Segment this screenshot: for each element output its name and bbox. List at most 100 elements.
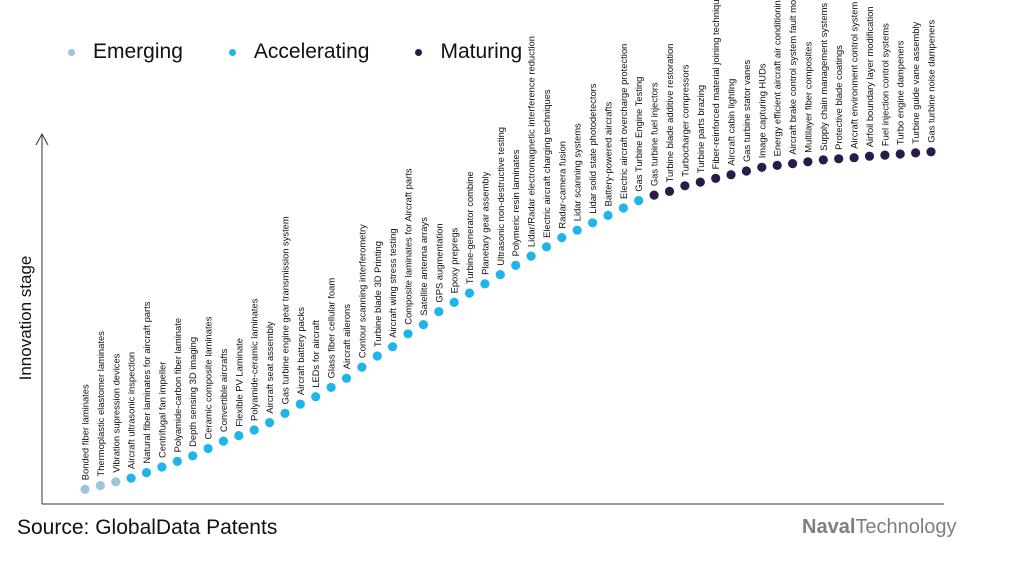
point-label-27: Planetary gear assembly [479, 171, 490, 274]
point-34 [588, 218, 598, 228]
point-label-19: Contour scanning interferometry [356, 224, 367, 358]
point-label-21: Aircraft wing stress testing [387, 228, 398, 337]
point-22 [403, 329, 413, 339]
point-47 [788, 159, 798, 169]
point-label-6: Centrifugal fan impeller [156, 362, 167, 458]
point-44 [741, 166, 752, 176]
point-label-51: Aircraft environment control system [849, 2, 860, 149]
legend-dot-maturing [415, 48, 423, 56]
point-49 [818, 155, 828, 165]
source-note: Source: GlobalData Patents [17, 516, 278, 539]
point-label-36: Electric aircraft overcharge protection [618, 44, 629, 199]
point-11 [234, 431, 244, 441]
point-label-8: Depth sensing 3D imaging [187, 337, 198, 447]
point-7 [172, 456, 182, 466]
point-label-55: Turbine guide vane assembly [910, 21, 921, 143]
point-label-56: Gas turbine noise dampeners [926, 20, 937, 143]
legend-item-accelerating: Accelerating [228, 40, 370, 64]
point-label-18: Aircraft ailerons [341, 304, 352, 369]
point-5 [141, 468, 152, 478]
point-33 [572, 225, 582, 235]
point-38 [649, 190, 659, 200]
point-label-9: Ceramic composite laminates [203, 316, 214, 439]
y-axis-label: Innovation stage [16, 255, 35, 381]
legend-item-emerging: Emerging [68, 40, 183, 64]
point-48 [803, 157, 813, 167]
point-label-17: Glass fiber cellular foam [326, 278, 337, 379]
point-label-11: Flexible PV Laminate [233, 338, 244, 427]
point-label-49: Supply chain management systems [818, 3, 829, 151]
point-15 [295, 399, 305, 409]
point-41 [695, 177, 705, 187]
point-3 [111, 477, 121, 487]
point-31 [541, 242, 552, 252]
y-axis-arrow [35, 132, 49, 146]
point-1 [80, 484, 90, 494]
point-label-52: Airfoil boundary layer modification [864, 6, 875, 147]
point-label-3: Vibration supression devices [110, 353, 121, 472]
point-label-37: Gas Turbine Engine Testing [633, 77, 644, 192]
point-4 [126, 473, 136, 483]
legend-item-maturing: Maturing [415, 40, 522, 64]
point-29 [511, 260, 521, 270]
brand-logo: NavalTechnology [802, 516, 957, 539]
point-label-24: GPS augmentation [433, 223, 444, 302]
point-label-34: Lidar solid state photodetectors [587, 83, 598, 214]
point-label-38: Gas turbine fuel injectors [649, 82, 660, 186]
legend: Emerging Accelerating Maturing [68, 40, 568, 64]
point-label-1: Bonded fiber laminates [80, 384, 91, 480]
point-label-47: Aircraft brake control system fault moni… [787, 0, 798, 155]
point-label-42: Fiber-reinforced material joining techni… [710, 0, 721, 169]
point-label-14: Gas turbine engine gear transmission sys… [280, 216, 291, 404]
point-label-13: Aircraft seat assembly [264, 321, 275, 414]
point-21 [388, 342, 398, 352]
point-label-7: Polyamide-carbon fiber laminate [172, 318, 183, 452]
point-52 [864, 151, 875, 161]
point-20 [372, 351, 382, 361]
legend-dot-accelerating [228, 48, 236, 56]
point-label-29: Polymeric resin laminates [510, 149, 521, 256]
legend-dot-emerging [68, 48, 75, 56]
point-label-26: Turbine-generator combine [464, 171, 475, 284]
point-label-35: Battery-powered aircrafts [603, 101, 614, 206]
point-label-31: Electric aircraft charging techniques [541, 89, 552, 238]
point-55 [911, 148, 921, 158]
point-label-10: Convertible aircrafts [218, 348, 229, 432]
point-13 [265, 418, 275, 428]
point-label-33: Lidar scanning systems [572, 123, 583, 221]
point-label-16: LEDs for aircraft [310, 320, 321, 388]
point-label-25: Epoxy prepregs [449, 227, 460, 293]
point-43 [726, 170, 736, 180]
point-35 [603, 210, 613, 220]
point-32 [557, 233, 567, 243]
point-26 [464, 288, 475, 298]
point-label-5: Natural fiber laminates for aircraft par… [141, 301, 152, 463]
legend-label-accelerating: Accelerating [253, 40, 370, 63]
point-label-40: Turbocharger compressors [679, 64, 690, 177]
point-56 [926, 147, 936, 157]
point-23 [418, 320, 428, 330]
brand-rest: Technology [855, 516, 957, 538]
point-17 [326, 382, 336, 392]
point-label-2: Thermoplastic elastomer laminates [95, 331, 106, 477]
point-19 [357, 362, 367, 372]
point-54 [895, 149, 905, 159]
point-37 [634, 196, 644, 206]
point-50 [834, 154, 844, 164]
point-12 [249, 425, 259, 435]
point-14 [280, 408, 290, 418]
point-label-39: Turbine blade additive restoration [664, 44, 675, 183]
point-46 [772, 160, 782, 170]
point-25 [449, 297, 459, 307]
point-label-46: Energy efficient aircraft air conditioni… [772, 0, 783, 156]
point-label-22: Composite laminates for Aircraft parts [403, 168, 414, 325]
point-39 [664, 186, 675, 196]
point-30 [526, 251, 536, 261]
point-18 [341, 373, 352, 383]
brand-bold: Naval [802, 516, 856, 538]
point-label-41: Turbine parts brazing [695, 85, 706, 173]
legend-label-emerging: Emerging [93, 40, 183, 63]
point-label-12: Polyamide-ceramic laminates [249, 298, 260, 421]
point-45 [757, 162, 767, 172]
point-24 [434, 307, 444, 317]
